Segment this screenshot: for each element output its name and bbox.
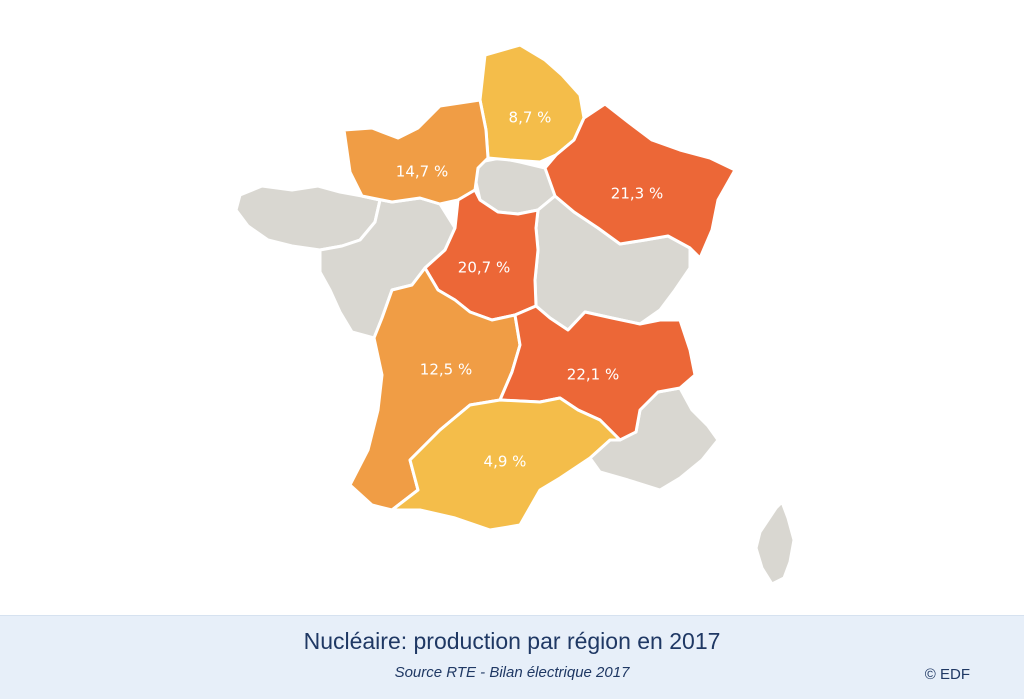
label-occitanie: 4,9 % [484,453,527,471]
label-grand-est: 21,3 % [611,185,663,203]
source-note: Source RTE - Bilan électrique 2017 [394,664,630,681]
region-corse [754,500,796,586]
france-regions-map: 8,7 % 14,7 % 21,3 % 20,7 % 12,5 % 22,1 %… [234,43,796,586]
region-grand-est [543,102,737,260]
caption-panel: Nucléaire: production par région en 2017… [0,615,1024,699]
region-occitanie [390,396,622,532]
label-auvergne-rhone-alpes: 22,1 % [567,366,619,384]
label-hauts-de-france: 8,7 % [509,109,552,127]
label-nouvelle-aquitaine: 12,5 % [420,361,472,379]
region-normandie [342,98,490,206]
copyright-notice: © EDF [924,666,970,683]
label-centre-val-de-loire: 20,7 % [458,259,510,277]
label-normandie: 14,7 % [396,163,448,181]
map-title: Nucléaire: production par région en 2017 [303,628,721,654]
